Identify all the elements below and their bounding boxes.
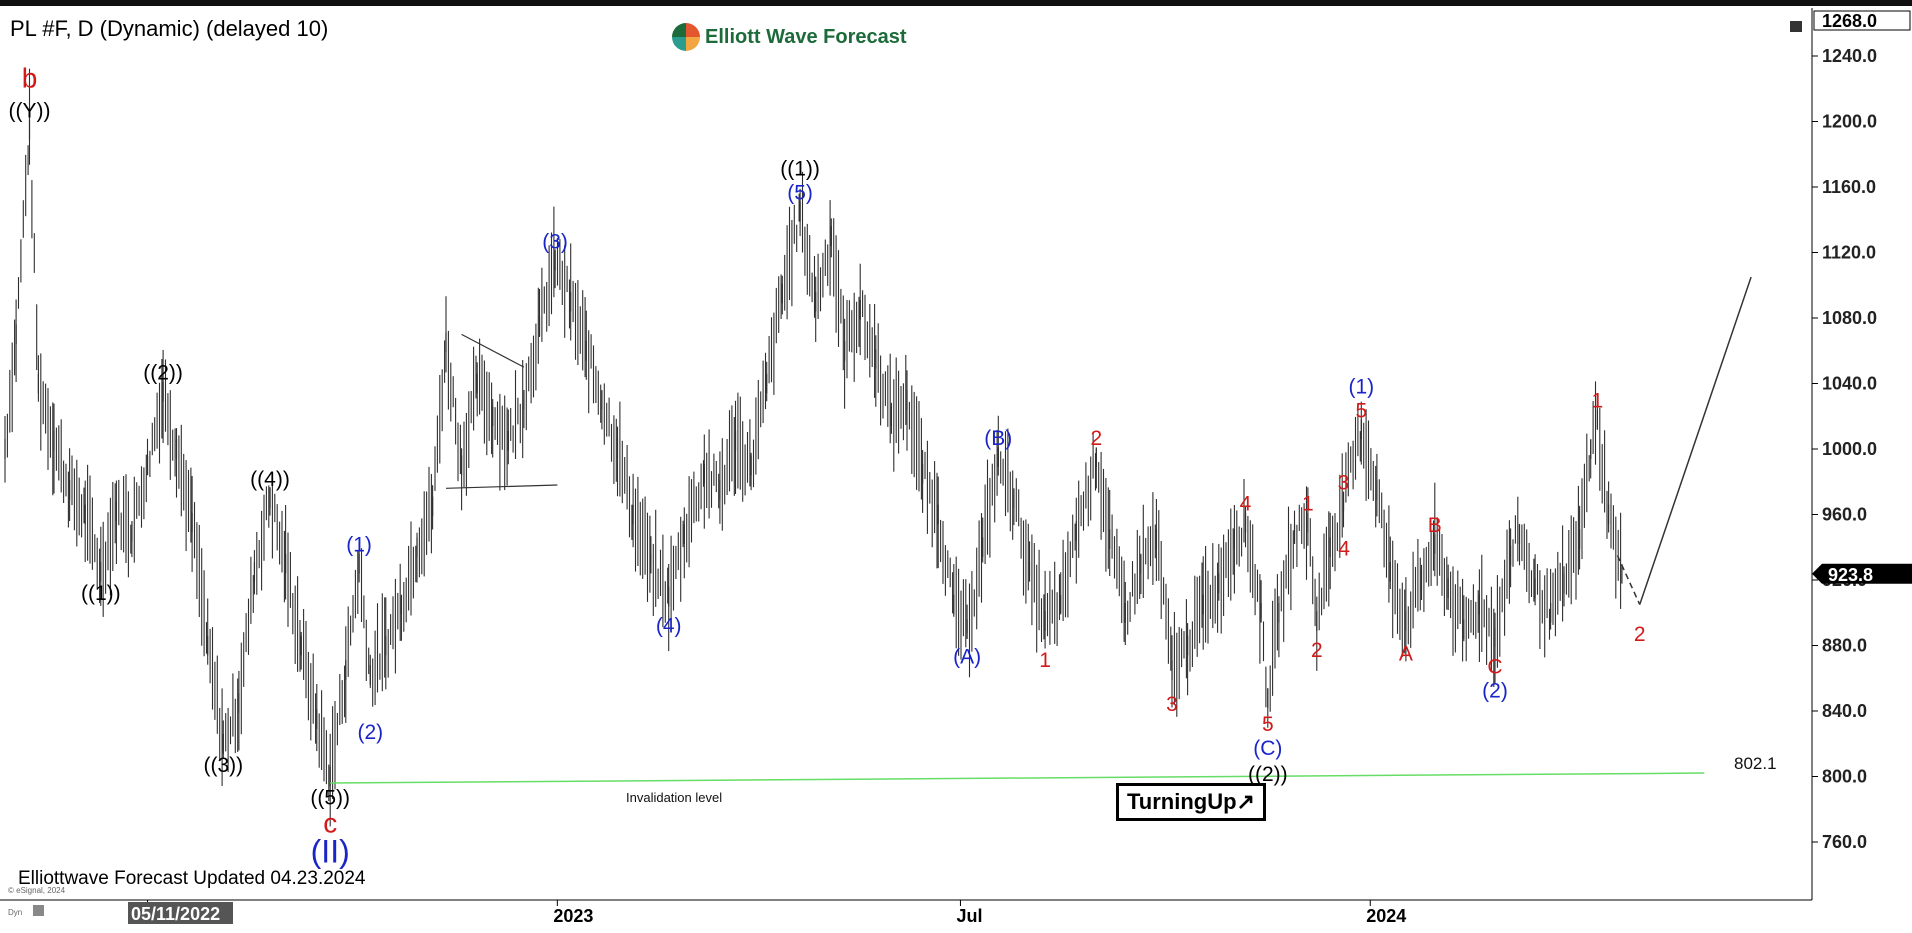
y-tick-label: 760.0 [1822, 832, 1867, 852]
wave-label: 2 [1634, 623, 1646, 646]
wave-label: ((Y)) [9, 100, 51, 123]
wave-label: 2 [1090, 427, 1102, 450]
invalidation-value: 802.1 [1734, 754, 1777, 773]
y-tick-label: 840.0 [1822, 701, 1867, 721]
wave-label: (3) [542, 231, 568, 254]
wave-label: c [323, 808, 337, 839]
brand-name: Elliott Wave Forecast [705, 26, 907, 48]
triangle-line [445, 484, 558, 489]
wave-label: 3 [1338, 471, 1350, 494]
current-price-label: 923.8 [1828, 565, 1873, 585]
wave-label: C [1487, 656, 1502, 679]
restore-window-icon[interactable] [1790, 21, 1802, 32]
y-tick-label: 960.0 [1822, 505, 1867, 525]
wave-label: (2) [1482, 680, 1508, 703]
wave-label: ((1)) [780, 158, 820, 181]
wave-label: ((4)) [250, 468, 290, 491]
y-tick-label: 1000.0 [1822, 439, 1877, 459]
copyright-text: © eSignal, 2024 [8, 886, 66, 895]
y-tick-label: 1240.0 [1822, 46, 1877, 66]
top-price-box [1813, 10, 1911, 31]
wave-label: (1) [346, 534, 372, 557]
wave-label: (II) [311, 834, 350, 870]
x-tick-label: 2024 [1366, 906, 1406, 926]
wave-label: (B) [984, 427, 1012, 450]
wave-label: 1 [1302, 493, 1314, 516]
current-price-box [1812, 563, 1912, 584]
turning-up-badge: TurningUp↗ [1116, 783, 1266, 821]
wave-label: 5 [1355, 399, 1367, 422]
invalidation-label: Invalidation level [626, 790, 722, 805]
projection-line [1639, 276, 1752, 605]
top-border [0, 0, 1912, 6]
y-tick-label: 1120.0 [1822, 243, 1876, 263]
y-tick-label: 880.0 [1822, 636, 1867, 656]
wave-label: (A) [953, 646, 981, 669]
symbol-title: PL #F, D (Dynamic) (delayed 10) [10, 16, 329, 41]
wave-label: (1) [1348, 375, 1374, 398]
wave-label: 1 [1039, 649, 1051, 672]
start-date-box [128, 902, 233, 924]
wave-label: (5) [787, 182, 813, 205]
wave-label: B [1428, 514, 1442, 537]
wave-label: A [1399, 642, 1413, 665]
y-tick-label: 1200.0 [1822, 112, 1877, 132]
wave-label: 4 [1338, 537, 1350, 560]
wave-label: b [22, 63, 38, 94]
top-price-label: 1268.0 [1822, 11, 1877, 31]
dyn-toggle-icon[interactable] [33, 905, 44, 916]
price-bars [4, 68, 1623, 827]
y-tick-label: 1160.0 [1822, 177, 1876, 197]
wave-label: 3 [1166, 693, 1178, 716]
top-price-tag: 1268.0 [1813, 10, 1911, 31]
wave-label: (C) [1253, 737, 1282, 760]
wave-label: (4) [656, 615, 682, 638]
y-tick-label: 1080.0 [1822, 308, 1877, 328]
wave-label: ((5)) [310, 787, 350, 810]
wave-label: ((2)) [143, 362, 183, 385]
triangle-line [461, 333, 525, 368]
dyn-label: Dyn [8, 908, 23, 917]
updated-text: Elliottwave Forecast Updated 04.23.2024 [18, 868, 366, 889]
x-tick-label: Jul [956, 906, 982, 926]
x-tick-label: 2023 [553, 906, 593, 926]
y-tick-label: 1040.0 [1822, 374, 1877, 394]
wave-label: ((2)) [1248, 763, 1288, 786]
start-date-label: 05/11/2022 [131, 904, 220, 924]
wave-label: 1 [1592, 390, 1604, 413]
wave-label: 5 [1262, 713, 1274, 736]
projection-dashed [1616, 555, 1641, 605]
brand-logo-icon [672, 23, 700, 51]
wave-label: (2) [357, 721, 383, 744]
wave-label: 2 [1311, 639, 1323, 662]
y-tick-label: 800.0 [1822, 767, 1867, 787]
invalidation-line [330, 772, 1705, 784]
wave-label: ((3)) [203, 754, 243, 777]
wave-label: ((1)) [81, 582, 121, 605]
wave-label: 4 [1240, 493, 1252, 516]
